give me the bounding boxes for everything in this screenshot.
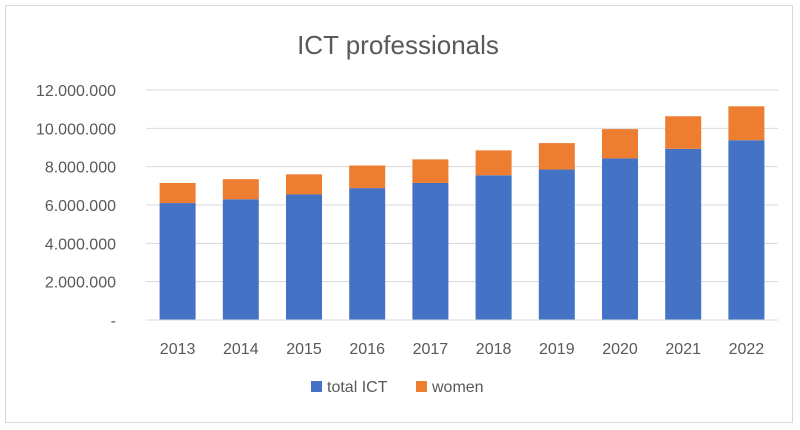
- legend-swatch: [416, 381, 427, 392]
- y-axis-tick-labels: - 2.000.000 4.000.000 6.000.000 8.000.000 10.…: [36, 83, 116, 330]
- legend-swatch: [311, 381, 322, 392]
- bar-women-2016: [349, 165, 386, 189]
- x-axis-tick-labels: 2013 2014 2015 2016 2017 2018 2019 2020 2021 2022: [160, 341, 764, 358]
- x-tick-label: 2013: [160, 341, 196, 358]
- bar-total-ict-2020: [602, 158, 638, 320]
- bar-total-ict-2022: [728, 140, 765, 320]
- bar-total-ict-2019: [538, 169, 575, 320]
- x-tick-label: 2022: [729, 341, 765, 358]
- bar-total-ict-2018: [475, 175, 512, 320]
- x-tick-label: 2020: [602, 341, 638, 358]
- bar-women-2017: [412, 159, 449, 183]
- y-tick-label: 8.000.000: [45, 160, 116, 177]
- bar-total-ict-2014: [222, 199, 259, 320]
- bar-total-ict-2015: [286, 194, 322, 320]
- chart-title: ICT professionals: [297, 30, 499, 60]
- chart-frame: ICT professionals - 2.000.000 4.000.000 6.0…: [5, 5, 793, 423]
- y-tick-label: 6.000.000: [45, 198, 116, 215]
- bar-total-ict-2013: [159, 203, 196, 320]
- bar-women-2020: [602, 129, 638, 159]
- bar-total-ict-2021: [665, 148, 702, 320]
- bars: [159, 106, 765, 320]
- y-tick-label: 4.000.000: [45, 236, 116, 253]
- bar-women-2015: [286, 174, 322, 195]
- legend-label: total ICT: [327, 379, 388, 396]
- y-tick-label: 12.000.000: [36, 83, 116, 100]
- y-tick-label: 2.000.000: [45, 275, 116, 292]
- chart-svg: ICT professionals - 2.000.000 4.000.000 6.0…: [36, 30, 778, 396]
- x-tick-label: 2014: [223, 341, 259, 358]
- x-tick-label: 2018: [476, 341, 512, 358]
- x-tick-label: 2015: [286, 341, 322, 358]
- bar-women-2014: [222, 179, 259, 200]
- legend-label: women: [431, 379, 484, 396]
- bar-total-ict-2017: [412, 182, 449, 320]
- bar-total-ict-2016: [349, 188, 386, 320]
- y-tick-label: 10.000.000: [36, 121, 116, 138]
- x-tick-label: 2021: [665, 341, 701, 358]
- bar-women-2021: [665, 116, 702, 149]
- bar-women-2013: [159, 182, 196, 204]
- y-tick-label: -: [111, 313, 116, 330]
- x-tick-label: 2019: [539, 341, 575, 358]
- bar-women-2018: [475, 150, 512, 176]
- bar-women-2022: [728, 106, 765, 141]
- bar-women-2019: [538, 143, 575, 170]
- x-tick-label: 2017: [413, 341, 449, 358]
- x-tick-label: 2016: [349, 341, 385, 358]
- legend: total ICT women: [311, 379, 484, 396]
